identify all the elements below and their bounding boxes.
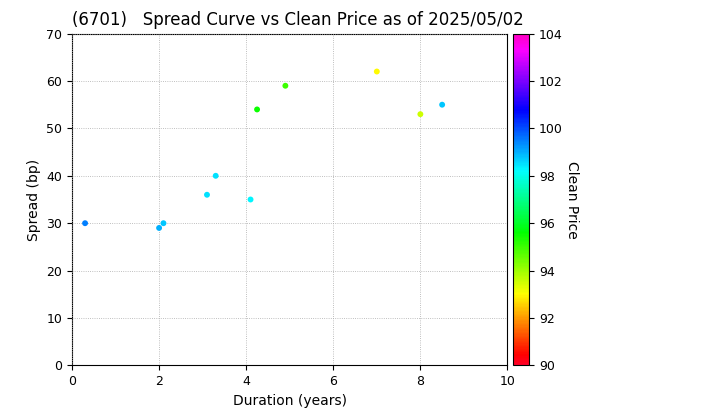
Point <box>436 101 448 108</box>
Point <box>415 111 426 118</box>
Y-axis label: Spread (bp): Spread (bp) <box>27 158 41 241</box>
Point <box>371 68 382 75</box>
Point <box>210 173 222 179</box>
Text: (6701)   Spread Curve vs Clean Price as of 2025/05/02: (6701) Spread Curve vs Clean Price as of… <box>72 11 523 29</box>
X-axis label: Duration (years): Duration (years) <box>233 394 347 408</box>
Point <box>245 196 256 203</box>
Point <box>79 220 91 226</box>
Point <box>201 192 212 198</box>
Point <box>251 106 263 113</box>
Point <box>153 225 165 231</box>
Point <box>279 82 291 89</box>
Point <box>158 220 169 226</box>
Y-axis label: Clean Price: Clean Price <box>565 160 580 239</box>
